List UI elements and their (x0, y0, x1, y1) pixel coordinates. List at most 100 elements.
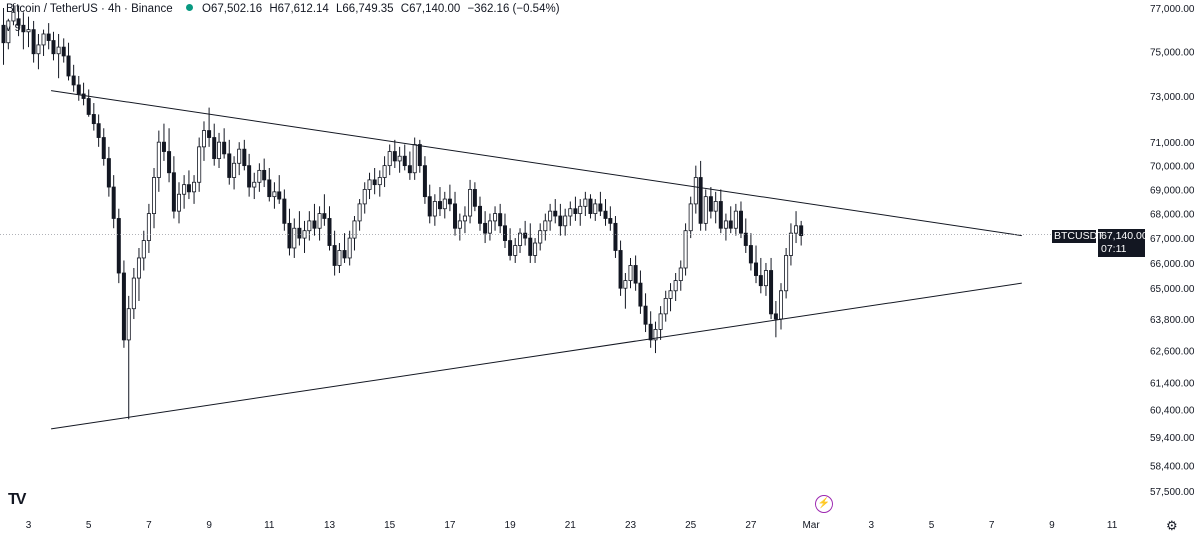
gear-icon[interactable]: ⚙ (1166, 518, 1178, 533)
candle-body-down (528, 237, 533, 256)
candle-body-up (362, 189, 367, 205)
candle-body-down (603, 210, 608, 219)
close-value: C67,140.00 (400, 3, 461, 15)
symbol-title[interactable]: Bitcoin / TetherUS · 4h · Binance (6, 3, 173, 15)
candle-body-up (141, 240, 146, 259)
candle-body-down (392, 151, 397, 162)
candle-body-down (327, 218, 332, 246)
candle-body-down (588, 198, 593, 214)
candle-body-up (533, 242, 538, 256)
y-tick-label: 75,000.00 (1150, 48, 1195, 59)
candle-body-up (126, 308, 131, 341)
candle-body-up (367, 179, 372, 190)
candle-body-up (487, 220, 492, 234)
y-tick-label: 67,000.00 (1150, 234, 1195, 245)
candle-body-down (227, 153, 232, 178)
candle-body-up (357, 203, 362, 222)
candle-body-down (743, 232, 748, 246)
candle-body-up (36, 44, 41, 55)
candle-body-down (212, 137, 217, 159)
candle-body-down (483, 222, 488, 234)
x-tick-label: 27 (745, 520, 757, 531)
candle-body-down (447, 198, 452, 205)
candle-body-up (493, 213, 498, 222)
candle-body-down (748, 245, 753, 264)
candle-body-down (51, 40, 56, 55)
candle-body-down (498, 213, 503, 227)
y-tick-label: 61,400.00 (1150, 378, 1195, 389)
x-tick-label: 23 (625, 520, 637, 531)
indicators-toggle[interactable]: ∨ 9 (5, 22, 21, 34)
symbol-legend: Bitcoin / TetherUS · 4h · Binance O67,50… (6, 3, 564, 15)
candle-body-up (377, 177, 382, 186)
candle-body-down (247, 165, 252, 188)
candle-body-down (282, 198, 287, 224)
candle-body-up (217, 141, 222, 159)
candle-body-up (252, 181, 257, 188)
candle-body-down (573, 208, 578, 214)
x-tick-label: 9 (206, 520, 212, 531)
low-value: L66,749.35 (336, 3, 394, 15)
candle-body-up (779, 290, 784, 320)
candle-body-up (176, 193, 181, 212)
tradingview-logo-icon[interactable]: TV (8, 491, 27, 508)
high-value: H67,612.14 (269, 3, 329, 15)
x-tick-label: 21 (565, 520, 577, 531)
x-tick-label: Mar (802, 520, 820, 531)
candle-body-up (794, 225, 799, 234)
trendline-upper (51, 90, 1022, 237)
candle-body-up (197, 146, 202, 183)
candle-body-up (713, 201, 718, 212)
candle-body-up (658, 313, 663, 330)
candle-body-down (121, 272, 126, 341)
candle-body-up (788, 232, 793, 256)
candle-body-down (222, 141, 227, 155)
candle-body-up (703, 196, 708, 224)
candle-body-up (397, 155, 402, 162)
y-tick-label: 77,000.00 (1150, 4, 1195, 15)
candle-body-down (698, 177, 703, 224)
candle-body-up (538, 230, 543, 244)
candle-body-down (754, 262, 759, 276)
candle-body-down (422, 165, 427, 198)
candle-body-down (71, 75, 76, 86)
candle-body-up (673, 280, 678, 292)
candle-body-up (257, 169, 262, 183)
candle-body-up (382, 165, 387, 178)
candle-body-down (161, 141, 166, 152)
x-tick-label: 5 (929, 520, 935, 531)
candle-body-up (131, 277, 136, 310)
y-tick-label: 57,500.00 (1150, 487, 1195, 498)
candle-body-up (583, 198, 588, 207)
candle-body-down (618, 250, 623, 289)
candle-body-down (61, 46, 66, 57)
candle-body-up (723, 220, 728, 229)
candle-body-up (237, 148, 242, 164)
x-tick-label: 11 (264, 520, 275, 531)
indicator-count: 9 (14, 22, 21, 34)
candle-body-down (322, 213, 327, 219)
candle-body-up (412, 144, 417, 174)
y-tick-label: 73,000.00 (1150, 92, 1195, 103)
candle-body-down (81, 93, 86, 99)
candle-body-up (11, 11, 16, 22)
candle-body-up (683, 230, 688, 269)
candle-body-up (543, 220, 548, 232)
candle-body-up (307, 220, 312, 232)
candle-body-up (201, 130, 206, 148)
candle-body-up (578, 205, 583, 214)
candle-body-down (332, 245, 337, 266)
candle-body-down (262, 169, 267, 181)
candle-body-down (111, 186, 116, 219)
candle-body-down (267, 179, 272, 198)
candle-body-down (643, 305, 648, 325)
candle-body-up (26, 29, 31, 33)
bolt-icon[interactable]: ⚡ (815, 495, 833, 513)
candle-body-down (186, 184, 191, 193)
candle-body-down (31, 29, 36, 55)
y-tick-label: 62,600.00 (1150, 346, 1195, 357)
candle-body-up (763, 270, 768, 287)
x-tick-label: 5 (86, 520, 92, 531)
candle-body-down (96, 123, 101, 138)
